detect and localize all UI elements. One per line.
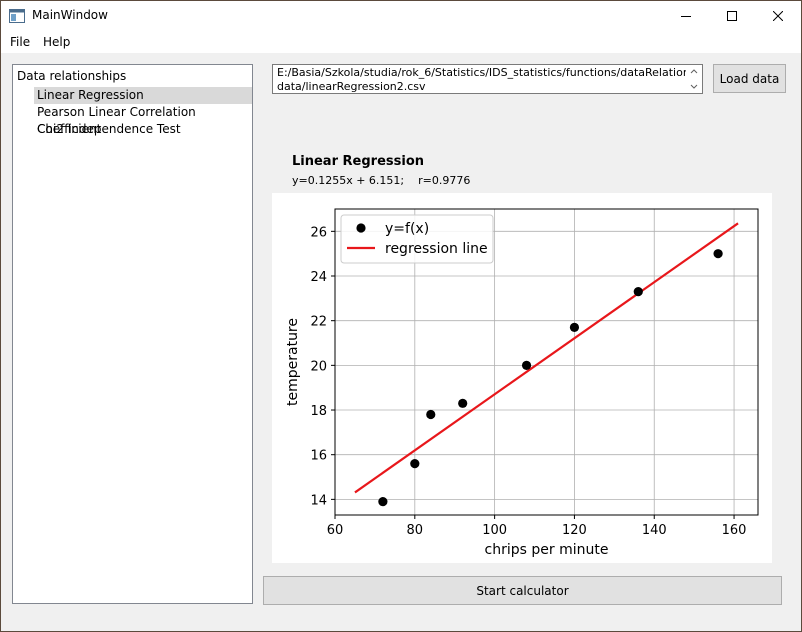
y-tick-label-1: 16: [310, 449, 327, 464]
y-tick-label-5: 24: [310, 270, 327, 285]
legend-label-points: y=f(x): [385, 221, 429, 237]
regression-chart: 60 80 100 120 140 160 14 16 18 20 22 24 26 chrips per…: [285, 208, 759, 558]
path-scrollbar[interactable]: [686, 65, 702, 93]
file-path-line1: E:/Basia/Szkola/studia/rok_6/Statistics/…: [277, 66, 703, 79]
y-tick-label-2: 18: [310, 404, 327, 419]
x-tick-label-3: 120: [562, 523, 587, 538]
load-data-button[interactable]: Load data: [713, 64, 786, 93]
data-point: [378, 496, 388, 507]
data-point: [426, 409, 436, 420]
regression-line: [354, 222, 739, 494]
data-point: [458, 398, 468, 408]
tree-item-pearson-correlation[interactable]: Pearson Linear Correlation Coefficient: [37, 105, 196, 136]
menu-bar: File Help: [1, 31, 801, 53]
title-bar[interactable]: MainWindow: [1, 1, 801, 31]
file-path-line2: data/linearRegression2.csv: [277, 80, 426, 93]
menu-help[interactable]: Help: [43, 35, 71, 49]
data-point: [633, 287, 643, 297]
app-icon: [9, 9, 25, 23]
plot-frame: [334, 208, 759, 516]
result-title: Linear Regression: [292, 154, 424, 169]
scroll-arrows-icon: [690, 69, 698, 89]
start-calculator-button[interactable]: Start calculator: [263, 576, 782, 605]
close-button[interactable]: [755, 1, 801, 31]
data-point: [521, 360, 532, 370]
x-tick-label-1: 80: [407, 523, 424, 538]
tree-item-linear-regression[interactable]: Linear Regression: [34, 87, 252, 104]
maximize-icon: [727, 11, 737, 21]
window-title: MainWindow: [32, 8, 108, 22]
x-axis-label: chrips per minute: [485, 542, 609, 558]
plot-canvas: 60 80 100 120 140 160 14 16 18 20 22 24 26 chrips per…: [272, 193, 772, 563]
close-icon: [773, 11, 783, 21]
data-point: [713, 249, 723, 259]
file-path-textbox[interactable]: E:/Basia/Szkola/studia/rok_6/Statistics/…: [272, 64, 703, 94]
data-point: [569, 322, 580, 332]
data-point: [410, 459, 420, 469]
legend-box: [340, 214, 494, 264]
x-tick-label-4: 140: [642, 523, 667, 538]
legend-marker-points: [356, 223, 366, 233]
y-tick-label-0: 14: [310, 493, 327, 508]
y-tick-label-6: 26: [310, 225, 327, 240]
x-tick-label-2: 100: [482, 523, 507, 538]
tree-item-chi2-test[interactable]: Chi2 Independence Test: [37, 122, 181, 136]
y-tick-label-3: 20: [310, 359, 327, 374]
minimize-icon: [681, 16, 691, 17]
legend-label-line: regression line: [385, 241, 488, 257]
regression-formula: y=0.1255x + 6.151; r=0.9776: [292, 174, 471, 187]
maximize-button[interactable]: [709, 1, 755, 31]
tree-root-label[interactable]: Data relationships: [17, 69, 127, 83]
minimize-button[interactable]: [663, 1, 709, 31]
menu-file[interactable]: File: [10, 35, 31, 49]
x-tick-label-5: 160: [722, 523, 747, 538]
y-tick-label-4: 22: [310, 315, 327, 330]
x-tick-label-0: 60: [327, 523, 344, 538]
y-axis-label: temperature: [285, 318, 301, 406]
data-relationships-tree[interactable]: Data relationships Linear Regression Pea…: [12, 64, 253, 604]
